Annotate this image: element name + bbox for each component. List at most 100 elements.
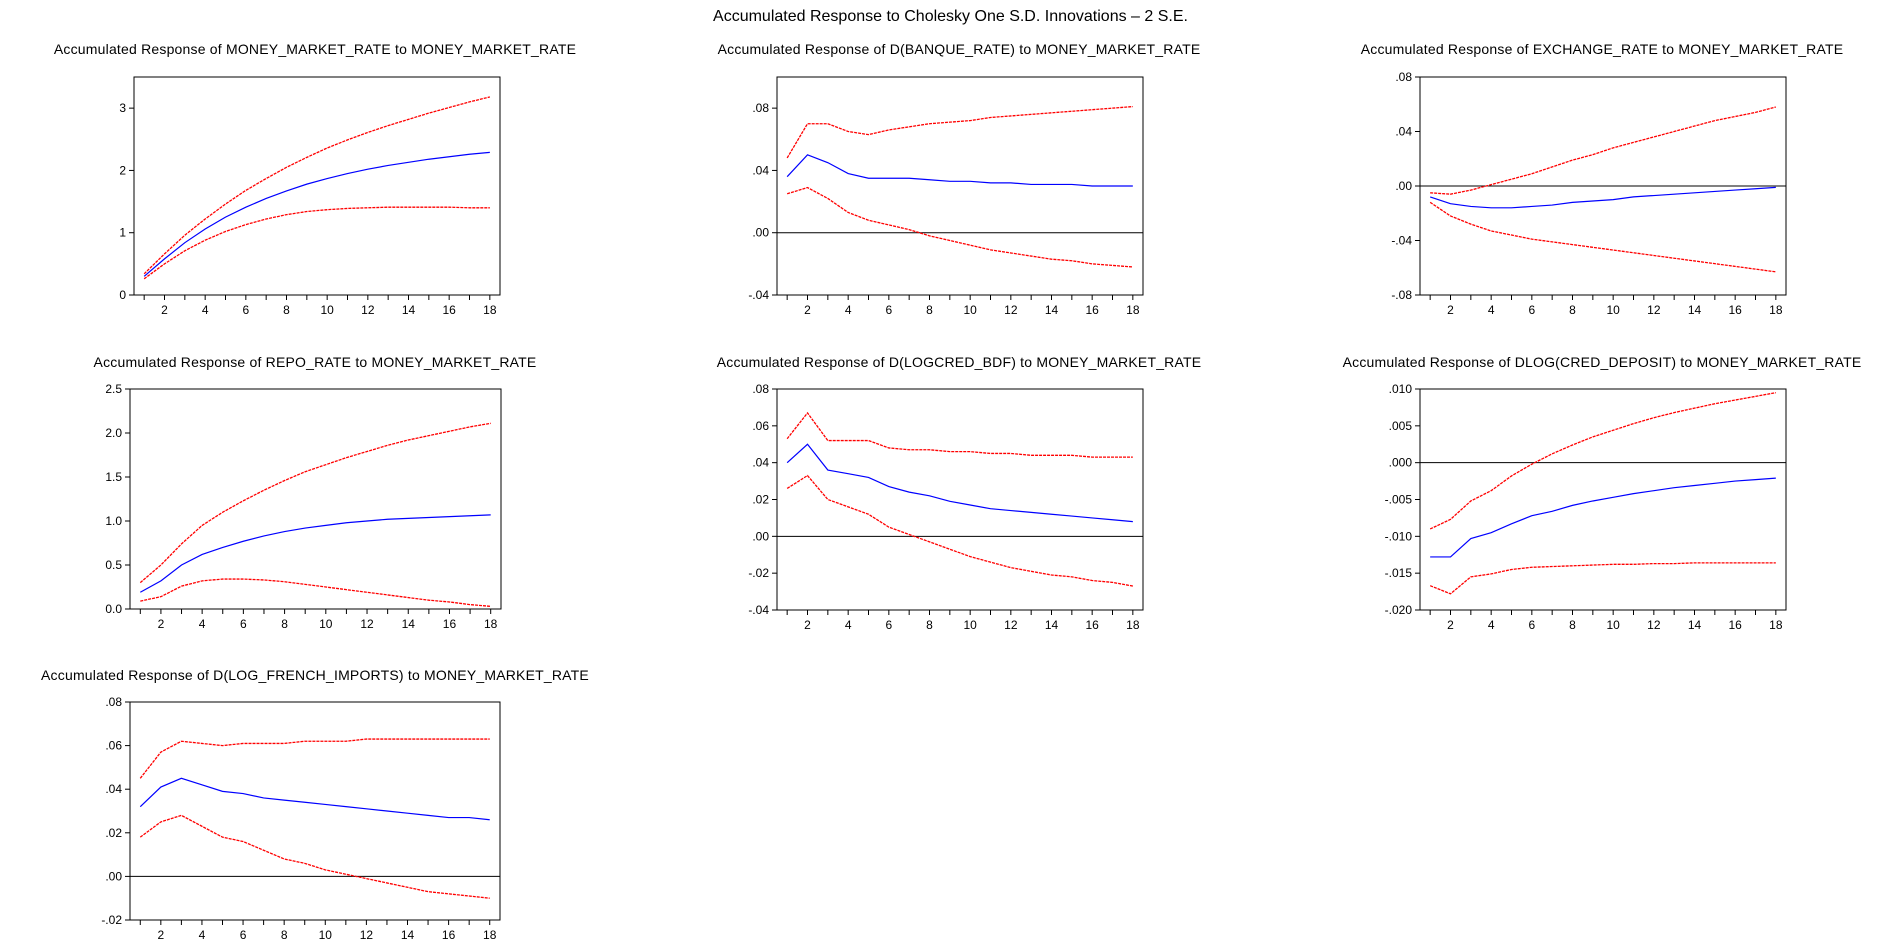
y-tick-label: .04 bbox=[752, 456, 769, 470]
y-tick-label: .00 bbox=[752, 529, 769, 543]
y-tick-label: .02 bbox=[105, 826, 122, 840]
lower-band-line bbox=[786, 186, 1133, 268]
x-tick-label: 4 bbox=[202, 303, 209, 317]
x-tick-label: 8 bbox=[281, 617, 288, 631]
x-tick-label: 12 bbox=[1647, 618, 1661, 632]
response-line bbox=[786, 443, 1133, 523]
x-tick-label: 14 bbox=[402, 617, 416, 631]
upper-band-line bbox=[1429, 392, 1776, 530]
x-tick-label: 10 bbox=[1606, 618, 1620, 632]
response-line bbox=[1430, 477, 1776, 558]
x-tick-label: 18 bbox=[483, 303, 497, 317]
y-tick-label: -.015 bbox=[1385, 566, 1413, 580]
y-tick-label: .00 bbox=[105, 869, 122, 883]
response-line bbox=[140, 514, 491, 593]
y-tick-label: 2.5 bbox=[105, 382, 122, 396]
x-tick-label: 8 bbox=[926, 618, 933, 632]
x-tick-label: 8 bbox=[926, 303, 933, 317]
y-tick-label: -.04 bbox=[1391, 234, 1412, 248]
x-tick-label: 14 bbox=[402, 303, 416, 317]
x-tick-label: 2 bbox=[804, 618, 811, 632]
upper-band-line bbox=[139, 422, 491, 584]
x-tick-label: 4 bbox=[845, 618, 852, 632]
x-tick-label: 6 bbox=[242, 303, 249, 317]
panel-title: Accumulated Response of REPO_RATE to MON… bbox=[94, 354, 537, 370]
x-tick-label: 10 bbox=[963, 303, 977, 317]
x-tick-label: 18 bbox=[1126, 618, 1140, 632]
lower-band-line bbox=[143, 206, 490, 280]
x-tick-label: 12 bbox=[360, 928, 374, 942]
x-tick-label: 12 bbox=[1647, 303, 1661, 317]
x-tick-label: 12 bbox=[1004, 618, 1018, 632]
plot-frame bbox=[129, 388, 502, 610]
response-line bbox=[139, 777, 490, 821]
x-tick-label: 10 bbox=[963, 618, 977, 632]
panel-title: Accumulated Response of D(LOG_FRENCH_IMP… bbox=[41, 667, 589, 683]
x-tick-label: 8 bbox=[1569, 618, 1576, 632]
y-tick-label: .00 bbox=[752, 226, 769, 240]
x-tick-label: 8 bbox=[283, 303, 290, 317]
x-tick-label: 6 bbox=[240, 928, 247, 942]
x-tick-label: 2 bbox=[804, 303, 811, 317]
x-tick-label: 4 bbox=[845, 303, 852, 317]
panel-title: Accumulated Response of D(LOGCRED_BDF) t… bbox=[717, 354, 1202, 370]
irf-panel-6: Accumulated Response of DLOG(CRED_DEPOSI… bbox=[1343, 354, 1862, 632]
response-line bbox=[786, 154, 1133, 187]
x-tick-label: 14 bbox=[1688, 618, 1702, 632]
x-tick-label: 4 bbox=[1488, 303, 1495, 317]
y-tick-label: 2.0 bbox=[105, 426, 122, 440]
upper-band-line bbox=[786, 411, 1133, 458]
x-tick-label: 4 bbox=[1488, 618, 1495, 632]
y-tick-label: 3 bbox=[119, 101, 126, 115]
y-tick-label: .08 bbox=[1395, 70, 1412, 84]
x-tick-label: 12 bbox=[361, 303, 375, 317]
x-tick-label: 14 bbox=[1045, 618, 1059, 632]
y-tick-label: .00 bbox=[1395, 179, 1412, 193]
upper-band-line bbox=[139, 738, 490, 779]
x-tick-label: 6 bbox=[240, 617, 247, 631]
y-tick-label: .08 bbox=[105, 695, 122, 709]
y-tick-label: -.005 bbox=[1385, 493, 1413, 507]
x-tick-label: 8 bbox=[281, 928, 288, 942]
y-tick-label: 0 bbox=[119, 288, 126, 302]
irf-panel-2: Accumulated Response of D(BANQUE_RATE) t… bbox=[718, 41, 1201, 317]
y-tick-label: .08 bbox=[752, 382, 769, 396]
plot-frame bbox=[133, 76, 501, 296]
x-tick-label: 6 bbox=[885, 618, 892, 632]
plot-frame bbox=[776, 76, 1144, 296]
lower-band-line bbox=[1429, 201, 1776, 273]
x-tick-label: 2 bbox=[158, 617, 165, 631]
panel-title: Accumulated Response of EXCHANGE_RATE to… bbox=[1361, 41, 1844, 57]
x-tick-label: 16 bbox=[1728, 303, 1742, 317]
y-tick-label: .005 bbox=[1389, 419, 1413, 433]
x-tick-label: 8 bbox=[1569, 303, 1576, 317]
irf-panel-3: Accumulated Response of EXCHANGE_RATE to… bbox=[1361, 41, 1844, 317]
upper-band-line bbox=[143, 96, 490, 275]
y-tick-label: 0.5 bbox=[105, 558, 122, 572]
y-tick-label: -.02 bbox=[748, 566, 769, 580]
y-tick-label: -.020 bbox=[1385, 603, 1413, 617]
y-tick-label: -.02 bbox=[101, 913, 122, 927]
x-tick-label: 18 bbox=[1126, 303, 1140, 317]
x-tick-label: 10 bbox=[320, 303, 334, 317]
y-tick-label: .06 bbox=[105, 739, 122, 753]
y-tick-label: -.04 bbox=[748, 288, 769, 302]
lower-band-line bbox=[139, 814, 490, 899]
panel-title: Accumulated Response of DLOG(CRED_DEPOSI… bbox=[1343, 354, 1862, 370]
x-tick-label: 16 bbox=[1728, 618, 1742, 632]
x-tick-label: 16 bbox=[442, 928, 456, 942]
y-tick-label: .06 bbox=[752, 419, 769, 433]
panel-title: Accumulated Response of MONEY_MARKET_RAT… bbox=[54, 41, 576, 57]
y-tick-label: 1 bbox=[119, 226, 126, 240]
y-tick-label: 2 bbox=[119, 163, 126, 177]
x-tick-label: 14 bbox=[1045, 303, 1059, 317]
x-tick-label: 16 bbox=[443, 617, 457, 631]
x-tick-label: 2 bbox=[157, 928, 164, 942]
irf-panel-1: Accumulated Response of MONEY_MARKET_RAT… bbox=[54, 41, 576, 317]
x-tick-label: 16 bbox=[1085, 303, 1099, 317]
x-tick-label: 12 bbox=[1004, 303, 1018, 317]
x-tick-label: 4 bbox=[199, 928, 206, 942]
x-tick-label: 18 bbox=[1769, 303, 1783, 317]
y-tick-label: 0.0 bbox=[105, 602, 122, 616]
x-tick-label: 6 bbox=[885, 303, 892, 317]
